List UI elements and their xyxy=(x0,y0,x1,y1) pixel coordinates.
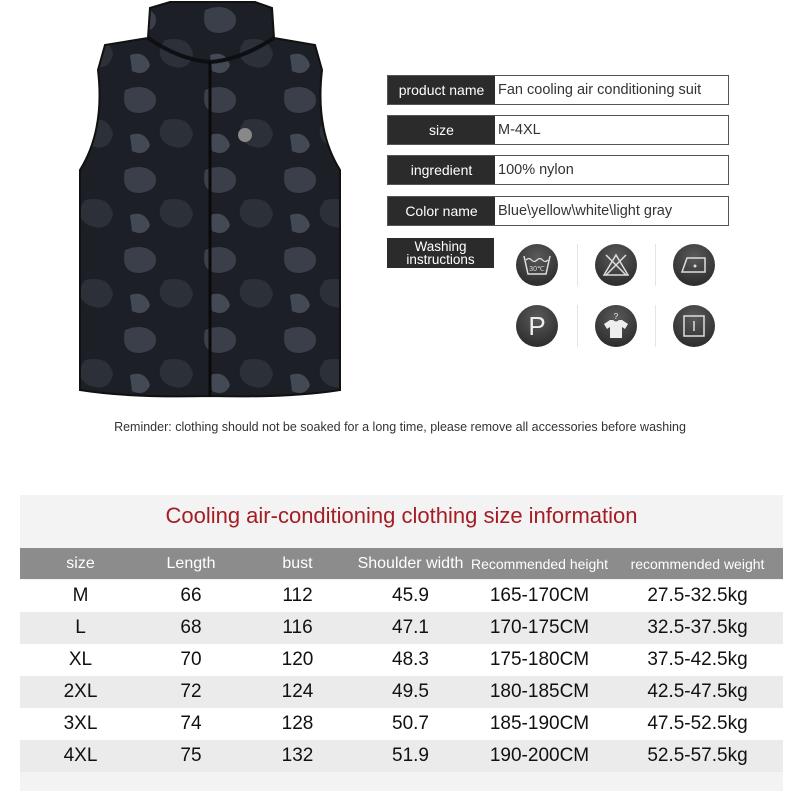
table-cell: 128 xyxy=(281,713,314,734)
table-cell: 116 xyxy=(282,617,313,638)
table-cell: 165-170CM xyxy=(489,585,590,606)
table-cell: 120 xyxy=(281,649,314,670)
table-cell: 132 xyxy=(281,745,314,766)
table-cell: 48.3 xyxy=(392,649,429,670)
table-cell: L xyxy=(75,617,86,638)
table-cell: 50.7 xyxy=(392,713,429,734)
size-table-header: size Length bust Shoulder width Recommen… xyxy=(20,548,783,579)
table-cell: 190-200CM xyxy=(489,745,590,766)
table-cell: 51.9 xyxy=(392,745,429,766)
table-row: 4XL 75 132 51.9 190-200CM 52.5-57.5kg xyxy=(20,740,783,772)
header-length: Length xyxy=(166,554,216,572)
spec-label: ingredient xyxy=(388,156,495,184)
table-cell: 47.1 xyxy=(392,617,429,638)
header-size: size xyxy=(66,554,95,572)
header-shoulder-width: Shoulder width xyxy=(357,554,464,572)
header-recommended-height: Recommended height xyxy=(471,555,608,572)
shirt-question-icon: ? xyxy=(595,305,637,347)
table-cell: 37.5-42.5kg xyxy=(647,649,748,670)
table-cell: 72 xyxy=(180,681,202,702)
table-cell: 4XL xyxy=(63,745,98,766)
size-table-title: Cooling air-conditioning clothing size i… xyxy=(165,503,638,528)
care-reminder-text: Reminder: clothing should not be soaked … xyxy=(114,420,686,434)
washing-instructions-label: Washing instructions xyxy=(387,238,494,268)
dry-flat-icon xyxy=(673,305,715,347)
table-cell: 175-180CM xyxy=(489,649,590,670)
table-row: 2XL 72 124 49.5 180-185CM 42.5-47.5kg xyxy=(20,676,783,708)
table-cell: 32.5-37.5kg xyxy=(647,617,748,638)
table-cell: 2XL xyxy=(63,681,98,702)
table-row: 3XL 74 128 50.7 185-190CM 47.5-52.5kg xyxy=(20,708,783,740)
table-row: XL 70 120 48.3 175-180CM 37.5-42.5kg xyxy=(20,644,783,676)
table-cell: 112 xyxy=(282,585,313,606)
table-cell: 3XL xyxy=(63,713,98,734)
table-cell: 27.5-32.5kg xyxy=(647,585,748,606)
svg-text:?: ? xyxy=(614,312,619,321)
spec-row-product-name: product name Fan cooling air conditionin… xyxy=(387,75,729,105)
iron-low-icon xyxy=(673,244,715,286)
table-cell: XL xyxy=(68,649,93,670)
table-row: L 68 116 47.1 170-175CM 32.5-37.5kg xyxy=(20,612,783,644)
size-table: Cooling air-conditioning clothing size i… xyxy=(20,495,783,791)
table-cell: 42.5-47.5kg xyxy=(647,681,748,702)
spec-value: 100% nylon xyxy=(495,156,728,184)
table-cell: 185-190CM xyxy=(489,713,590,734)
table-cell: 49.5 xyxy=(392,681,429,702)
table-cell: 180-185CM xyxy=(489,681,590,702)
table-cell: 66 xyxy=(180,585,202,606)
table-cell: 47.5-52.5kg xyxy=(647,713,748,734)
table-cell: 52.5-57.5kg xyxy=(647,745,748,766)
table-cell: M xyxy=(72,585,89,606)
spec-row-color-name: Color name Blue\yellow\white\light gray xyxy=(387,196,729,226)
svg-text:30℃: 30℃ xyxy=(529,266,545,273)
table-row: M 66 112 45.9 165-170CM 27.5-32.5kg xyxy=(20,580,783,612)
spec-value: Blue\yellow\white\light gray xyxy=(495,197,728,225)
table-cell: 74 xyxy=(180,713,202,734)
table-cell: 75 xyxy=(180,745,202,766)
wash-30c-icon: 30℃ xyxy=(516,244,558,286)
spec-row-ingredient: ingredient 100% nylon xyxy=(387,155,729,185)
vest-product-image xyxy=(79,0,341,398)
table-cell: 170-175CM xyxy=(489,617,590,638)
table-cell: 45.9 xyxy=(392,585,429,606)
table-cell: 124 xyxy=(281,681,314,702)
spec-value: Fan cooling air conditioning suit xyxy=(495,76,728,104)
professional-dry-clean-p-icon: P xyxy=(516,305,558,347)
header-recommended-weight: recommended weight xyxy=(630,555,765,572)
table-cell: 70 xyxy=(180,649,202,670)
spec-label: product name xyxy=(388,76,495,104)
table-cell: 68 xyxy=(180,617,202,638)
spec-value: M-4XL xyxy=(495,116,728,144)
header-bust: bust xyxy=(282,554,313,572)
spec-label: size xyxy=(388,116,495,144)
spec-label: Color name xyxy=(388,197,495,225)
do-not-bleach-icon xyxy=(595,244,637,286)
spec-row-size: size M-4XL xyxy=(387,115,729,145)
